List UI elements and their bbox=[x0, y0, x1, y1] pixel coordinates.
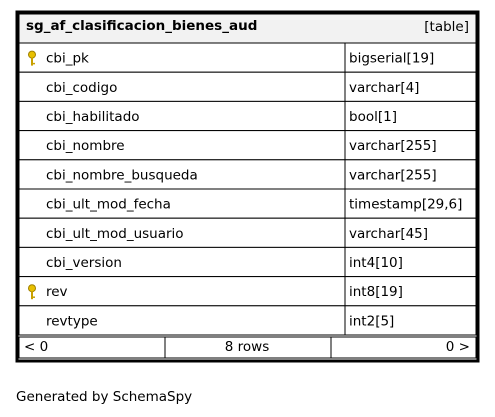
column-name: cbi_nombre bbox=[46, 138, 125, 154]
type-cell bbox=[344, 130, 477, 161]
type-cell bbox=[344, 217, 477, 248]
column-type: int8[19] bbox=[349, 284, 403, 300]
type-cell bbox=[344, 305, 477, 336]
column-name: rev bbox=[46, 284, 68, 300]
type-cell bbox=[344, 188, 477, 219]
column-row bbox=[18, 130, 346, 161]
column-name: cbi_codigo bbox=[46, 80, 117, 96]
column-name: cbi_ult_mod_usuario bbox=[46, 226, 184, 242]
column-row bbox=[18, 100, 346, 132]
column-row bbox=[18, 305, 346, 336]
column-type: bool[1] bbox=[349, 109, 397, 125]
column-row bbox=[18, 246, 346, 278]
column-type: varchar[255] bbox=[349, 138, 437, 154]
column-type: timestamp[29,6] bbox=[349, 197, 462, 213]
column-row bbox=[18, 71, 346, 102]
column-row bbox=[18, 276, 346, 307]
key-icon bbox=[28, 284, 36, 300]
key-head bbox=[28, 50, 36, 59]
column-name: cbi_ult_mod_fecha bbox=[46, 197, 171, 213]
type-cell bbox=[344, 71, 477, 102]
table-footer bbox=[18, 336, 477, 359]
key-icon bbox=[28, 50, 36, 66]
key-head bbox=[28, 284, 36, 293]
table-header bbox=[18, 13, 477, 44]
column-name: cbi_nombre_busqueda bbox=[46, 167, 198, 183]
column-type: varchar[255] bbox=[349, 167, 437, 183]
column-row bbox=[18, 188, 346, 219]
column-type: int4[10] bbox=[349, 255, 403, 271]
footer-right: 0 > bbox=[446, 339, 470, 355]
type-cell bbox=[344, 159, 477, 190]
column-row bbox=[18, 159, 346, 190]
column-name: revtype bbox=[46, 313, 98, 329]
column-name: cbi_habilitado bbox=[46, 109, 140, 125]
table-kind: [table] bbox=[424, 19, 469, 35]
type-cell bbox=[344, 276, 477, 307]
column-type: bigserial[19] bbox=[349, 51, 434, 67]
type-cell bbox=[344, 246, 477, 278]
column-type: int2[5] bbox=[349, 313, 394, 329]
column-type: varchar[45] bbox=[349, 226, 428, 242]
column-type: varchar[4] bbox=[349, 80, 419, 96]
credit: Generated by SchemaSpy bbox=[16, 389, 192, 405]
footer-left: < 0 bbox=[24, 339, 48, 355]
table-name: sg_af_clasificacion_bienes_aud bbox=[26, 18, 257, 34]
column-name: cbi_pk bbox=[46, 51, 89, 67]
column-name: cbi_version bbox=[46, 255, 122, 271]
type-cell bbox=[344, 42, 477, 73]
column-row bbox=[18, 42, 346, 73]
column-row bbox=[18, 217, 346, 248]
footer-rows: 8 rows bbox=[225, 339, 269, 355]
type-cell bbox=[344, 100, 477, 132]
